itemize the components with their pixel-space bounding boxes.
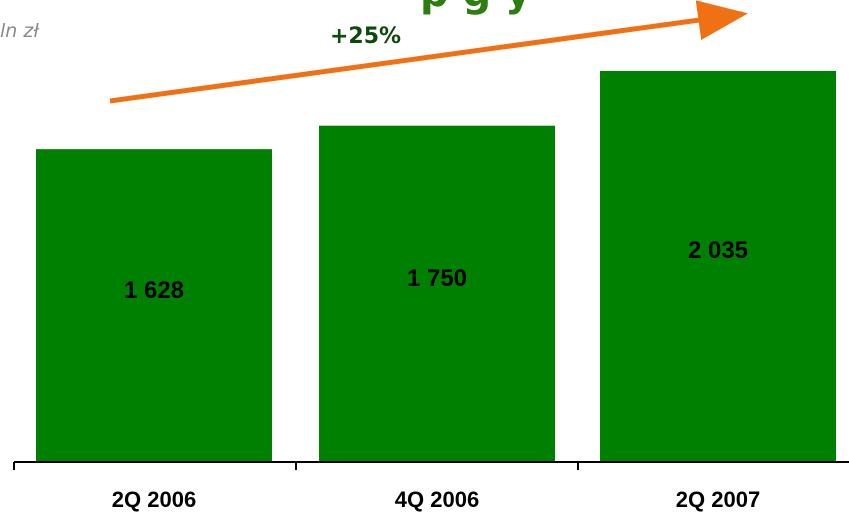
bar-value-label: 1 628 [124, 277, 184, 304]
bar-value-label: 1 750 [407, 265, 467, 292]
x-tick-label: 2Q 2006 [112, 487, 196, 512]
bar-2q-2007 [600, 70, 836, 462]
bar-4q-2006 [319, 125, 555, 463]
bar-value-label: 2 035 [688, 237, 748, 264]
unit-label: ln zł [0, 20, 39, 42]
bar-2q-2006 [36, 149, 272, 462]
x-tick-label: 2Q 2007 [676, 487, 760, 512]
x-tick-label: 4Q 2006 [395, 487, 479, 512]
growth-label: +25% [330, 24, 402, 49]
chart-title-fragment: p g y [420, 0, 531, 16]
growth-arrow [109, 0, 748, 104]
